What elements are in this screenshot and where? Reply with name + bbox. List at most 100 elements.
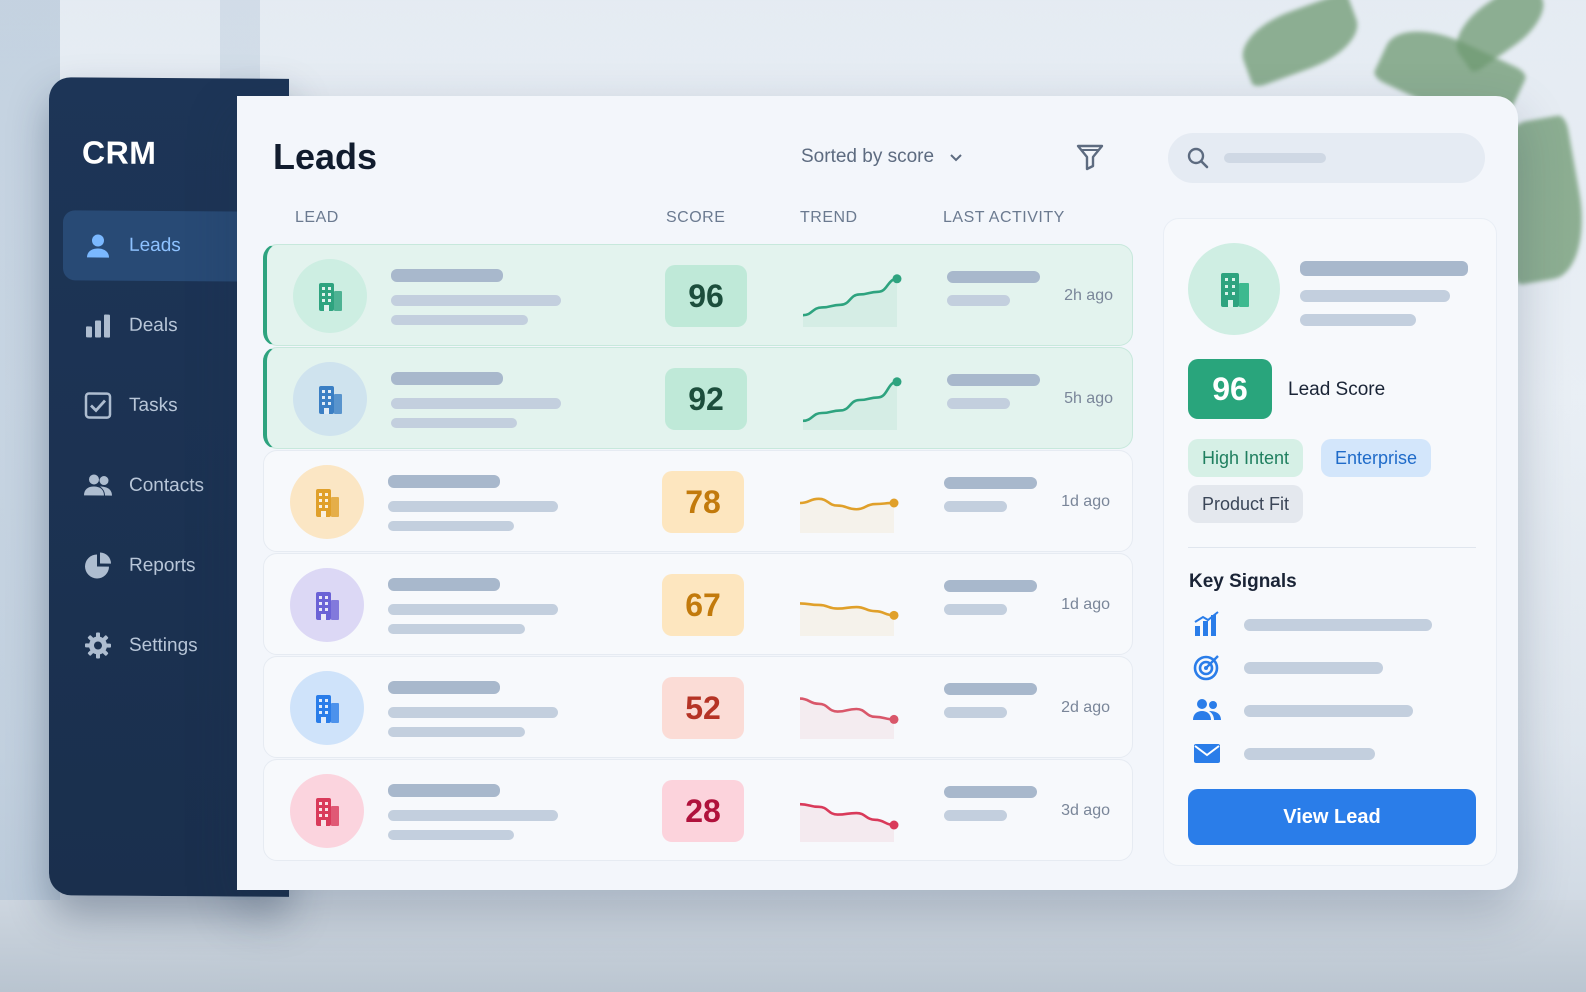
trend-endpoint bbox=[892, 377, 902, 387]
text-placeholder bbox=[944, 810, 1007, 821]
contacts-icon bbox=[83, 470, 113, 500]
sidebar-item-deals[interactable]: Deals bbox=[63, 290, 289, 362]
table-row[interactable]: 52 2d ago bbox=[263, 656, 1133, 758]
text-placeholder bbox=[944, 477, 1037, 489]
divider bbox=[1188, 547, 1476, 548]
text-placeholder bbox=[388, 521, 514, 531]
trend-sparkline bbox=[799, 497, 899, 533]
column-header-trend[interactable]: TREND bbox=[800, 209, 858, 226]
trend-area bbox=[800, 804, 894, 842]
text-placeholder bbox=[947, 374, 1040, 386]
signal-item bbox=[1192, 738, 1482, 768]
text-placeholder bbox=[944, 580, 1037, 592]
column-header-last-activity[interactable]: LAST ACTIVITY bbox=[943, 209, 1065, 226]
search-placeholder-bar bbox=[1224, 153, 1326, 163]
tag-high-intent[interactable]: High Intent bbox=[1188, 439, 1304, 477]
text-placeholder bbox=[391, 398, 561, 409]
signal-placeholder bbox=[1244, 705, 1413, 717]
view-lead-button[interactable]: View Lead bbox=[1188, 789, 1476, 845]
filter-icon[interactable] bbox=[1075, 142, 1105, 172]
signal-placeholder bbox=[1244, 662, 1383, 674]
company-avatar bbox=[293, 362, 367, 436]
lead-detail-card: 96 Lead Score High Intent Enterprise Pro… bbox=[1163, 218, 1497, 866]
text-placeholder bbox=[391, 295, 561, 306]
trend-area bbox=[800, 498, 894, 533]
page-title: Leads bbox=[273, 136, 378, 177]
sidebar-item-label: Deals bbox=[129, 314, 178, 337]
user-icon bbox=[83, 230, 113, 260]
text-placeholder bbox=[388, 830, 514, 840]
score-badge: 28 bbox=[662, 780, 744, 842]
signal-item bbox=[1192, 652, 1482, 682]
company-avatar bbox=[290, 568, 364, 642]
key-signals-title: Key Signals bbox=[1189, 571, 1297, 592]
sidebar-item-label: Reports bbox=[129, 554, 196, 577]
text-placeholder bbox=[391, 372, 503, 385]
lead-score-label: Lead Score bbox=[1288, 379, 1386, 400]
company-detail-placeholder bbox=[1300, 314, 1416, 326]
bar-chart-icon bbox=[83, 310, 113, 340]
table-row[interactable]: 67 1d ago bbox=[263, 553, 1133, 655]
text-placeholder bbox=[944, 501, 1007, 512]
text-placeholder bbox=[388, 578, 500, 591]
sidebar-item-leads[interactable]: Leads bbox=[63, 210, 289, 282]
lead-score-badge: 96 bbox=[1188, 359, 1272, 419]
score-badge: 52 bbox=[662, 677, 744, 739]
mail-icon bbox=[1194, 744, 1220, 763]
text-placeholder bbox=[947, 271, 1040, 283]
gear-icon bbox=[83, 630, 113, 660]
text-placeholder bbox=[388, 810, 558, 821]
trend-endpoint bbox=[892, 274, 902, 284]
search-bar[interactable] bbox=[1168, 133, 1485, 183]
trend-endpoint bbox=[889, 610, 899, 620]
trend-endpoint bbox=[889, 820, 899, 830]
trend-sparkline bbox=[802, 274, 902, 327]
column-header-lead[interactable]: LEAD bbox=[295, 209, 339, 226]
text-placeholder bbox=[944, 786, 1037, 798]
trend-endpoint bbox=[889, 714, 899, 724]
company-avatar bbox=[290, 774, 364, 848]
tag-product-fit[interactable]: Product Fit bbox=[1188, 485, 1304, 523]
trend-sparkline bbox=[802, 377, 902, 430]
trend-line bbox=[802, 277, 898, 317]
company-detail-placeholder bbox=[1300, 290, 1450, 302]
sort-dropdown[interactable]: Sorted by score bbox=[801, 146, 964, 168]
building-icon bbox=[316, 592, 339, 620]
sidebar-item-contacts[interactable]: Contacts bbox=[63, 450, 289, 522]
background-floor bbox=[0, 900, 1586, 992]
last-activity-time: 1d ago bbox=[1061, 493, 1110, 510]
trend-sparkline bbox=[799, 602, 899, 636]
text-placeholder bbox=[388, 624, 525, 634]
building-icon bbox=[316, 695, 339, 723]
trend-endpoint bbox=[889, 498, 899, 508]
text-placeholder bbox=[944, 604, 1007, 615]
sidebar-item-tasks[interactable]: Tasks bbox=[63, 370, 289, 442]
text-placeholder bbox=[388, 784, 500, 797]
sidebar-item-label: Tasks bbox=[129, 394, 178, 417]
chevron-down-icon bbox=[950, 154, 962, 162]
column-header-score[interactable]: SCORE bbox=[666, 209, 726, 226]
checkbox-icon bbox=[83, 390, 113, 420]
score-badge: 92 bbox=[665, 368, 747, 430]
table-row[interactable]: 96 2h ago bbox=[263, 244, 1133, 346]
sidebar-item-reports[interactable]: Reports bbox=[63, 530, 289, 602]
table-row[interactable]: 92 5h ago bbox=[263, 347, 1133, 449]
sidebar-nav: Leads Deals Tasks Contacts Reports bbox=[63, 210, 289, 692]
table-row[interactable]: 28 3d ago bbox=[263, 759, 1133, 861]
score-badge: 67 bbox=[662, 574, 744, 636]
leads-table: 96 2h ago 92 5h ago 78 1d ago 67 1d ago 52 2d ago… bbox=[263, 244, 1133, 862]
pie-chart-icon bbox=[83, 550, 113, 580]
company-avatar bbox=[290, 465, 364, 539]
bar-chart-icon bbox=[1194, 611, 1219, 636]
text-placeholder bbox=[391, 315, 528, 325]
trend-area bbox=[803, 278, 897, 327]
sidebar-item-label: Contacts bbox=[129, 474, 204, 497]
trend-sparkline bbox=[799, 697, 899, 739]
text-placeholder bbox=[944, 683, 1037, 695]
tag-enterprise[interactable]: Enterprise bbox=[1321, 439, 1432, 477]
signal-item bbox=[1192, 609, 1482, 639]
table-row[interactable]: 78 1d ago bbox=[263, 450, 1133, 552]
text-placeholder bbox=[947, 398, 1010, 409]
sidebar-item-settings[interactable]: Settings bbox=[63, 610, 289, 682]
signal-placeholder bbox=[1244, 748, 1375, 760]
